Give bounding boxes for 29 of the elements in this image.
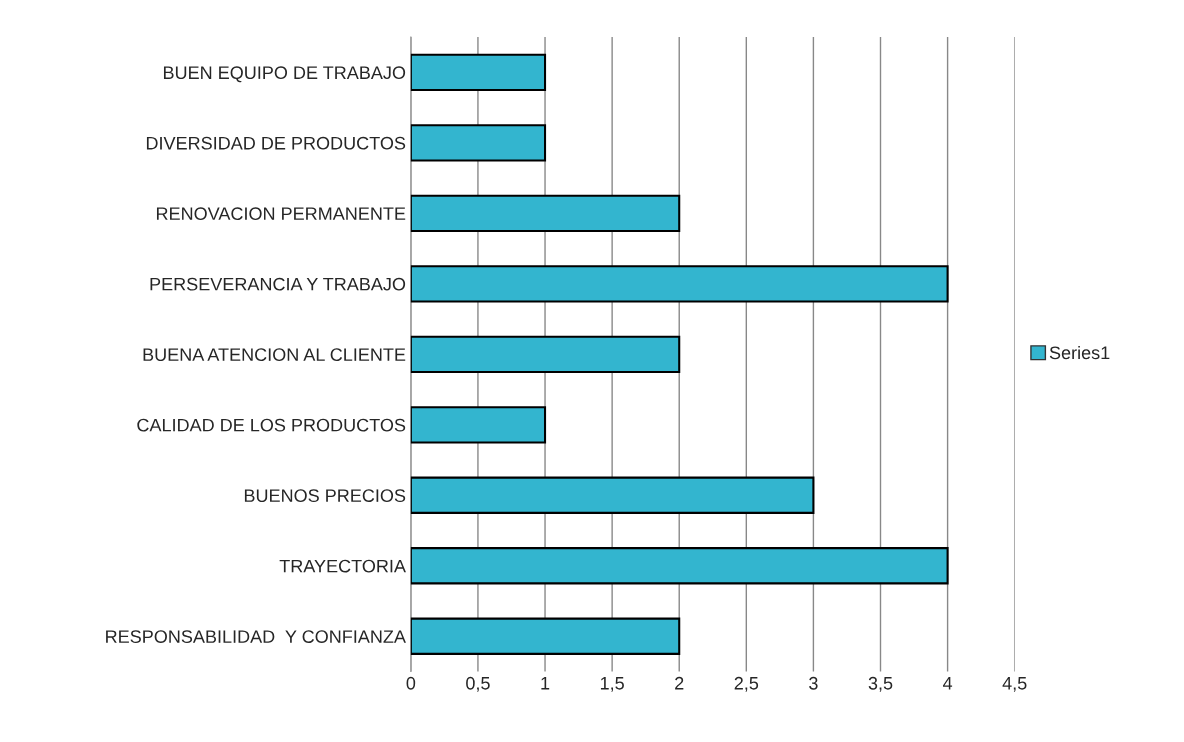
x-tick-label: 0,5 (466, 676, 490, 692)
y-tick-label: PERSEVERANCIA Y TRABAJO (150, 277, 406, 291)
x-tick-label: 3 (809, 676, 818, 690)
y-tick-label: BUEN EQUIPO DE TRABAJO (163, 66, 406, 83)
y-tick-label: RENOVACION PERMANENTE (156, 207, 406, 221)
y-tick-label: RESPONSABILIDAD Y CONFIANZA (106, 630, 406, 643)
bar (410, 547, 949, 585)
x-tick-label: 2 (675, 676, 684, 690)
bar (410, 265, 949, 303)
bar (410, 617, 681, 655)
bar (410, 476, 815, 514)
bar (410, 335, 681, 373)
bar (410, 53, 547, 92)
x-tick-label: 4,5 (1002, 677, 1027, 692)
y-tick-label: BUENA ATENCION AL CLIENTE (143, 348, 406, 362)
x-tick-label: 2,5 (734, 676, 759, 692)
x-tick-label: 0 (406, 676, 416, 690)
bar (410, 194, 681, 232)
bar (410, 124, 547, 162)
x-tick-label: 1 (541, 677, 550, 690)
y-tick-label: DIVERSIDAD DE PRODUCTOS (146, 136, 406, 150)
x-tick-label: 3,5 (868, 676, 893, 692)
y-tick-label: CALIDAD DE LOS PRODUCTOS (137, 418, 406, 432)
x-tick-label: 4 (942, 677, 953, 690)
x-tick-label: 1,5 (600, 677, 624, 692)
bar (410, 406, 547, 444)
y-tick-label: BUENOS PRECIOS (244, 489, 406, 503)
y-tick-label: TRAYECTORIA (279, 559, 406, 573)
legend-label: Series1 (1049, 345, 1110, 360)
